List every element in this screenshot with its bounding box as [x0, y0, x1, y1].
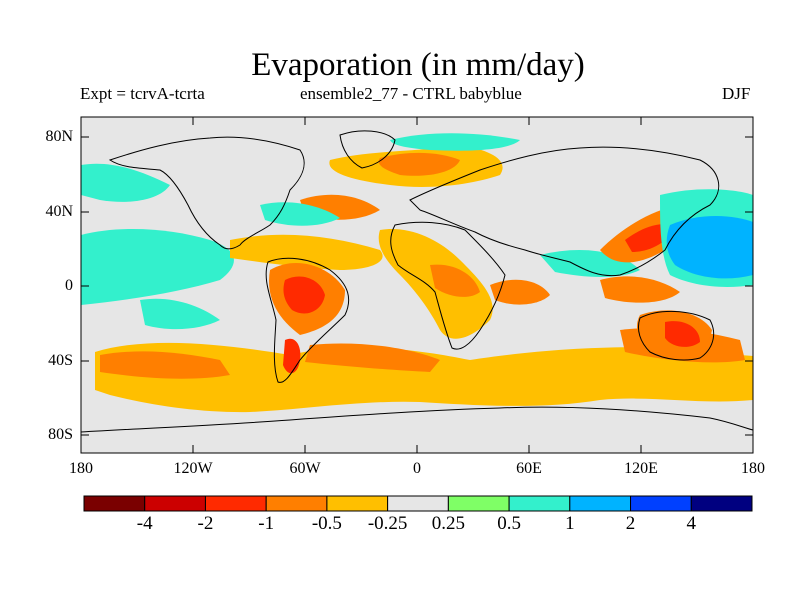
- lat-label-80s: 80S: [48, 426, 73, 443]
- colorbar-label: -2: [197, 513, 214, 534]
- colorbar-swatch: [690, 495, 753, 512]
- axis-ticks: [81, 117, 753, 453]
- colorbar: [83, 495, 753, 512]
- colorbar-label: 2: [625, 513, 636, 534]
- australia-outline: [637, 310, 715, 361]
- map-title: Evaporation (in mm/day): [251, 47, 585, 83]
- colorbar-swatch: [144, 495, 206, 512]
- lat-label-40s: 40S: [48, 352, 73, 369]
- north-pacific-strong-positive: [666, 216, 753, 279]
- colorbar-swatch: [265, 495, 328, 512]
- colorbar-label: -0.25: [367, 513, 408, 534]
- colorbar-swatch: [630, 495, 692, 512]
- indian-ocean-negative-core: [490, 279, 550, 305]
- south-atlantic-band-inner: [305, 343, 440, 372]
- colorbar-label: 0.5: [497, 513, 521, 534]
- greenland-outline: [339, 130, 396, 169]
- south-pacific-positive-band: [140, 298, 220, 330]
- colorbar-label: -1: [258, 513, 275, 534]
- arctic-positive-patch: [390, 133, 520, 151]
- tropical-pacific-positive-band: [81, 228, 234, 305]
- coastlines: [81, 130, 753, 433]
- map-plot-area: [81, 117, 753, 453]
- antarctica-outline: [81, 406, 753, 433]
- maritime-continent-negative: [600, 276, 680, 303]
- colorbar-swatch: [83, 495, 146, 512]
- lon-label-120w: 120W: [173, 460, 213, 477]
- colorbar-swatch: [447, 495, 510, 512]
- amazon-strong-negative: [283, 276, 325, 314]
- experiment-label: Expt = tcrvA-tcrta: [80, 84, 205, 103]
- central-africa-negative-core: [430, 264, 480, 297]
- colorbar-swatch: [204, 495, 267, 512]
- lon-label-60w: 60W: [289, 460, 321, 477]
- lon-label-0: 0: [413, 460, 421, 477]
- southern-ocean-negative-band: [95, 342, 753, 413]
- north-atlantic-positive-patch: [260, 202, 340, 226]
- lon-label-120e: 120E: [624, 460, 658, 477]
- north-atlantic-orange-core: [378, 152, 460, 176]
- north-pacific-positive-band: [81, 163, 170, 202]
- ensemble-label: ensemble2_77 - CTRL babyblue: [300, 84, 522, 103]
- colorbar-label: -4: [136, 513, 153, 534]
- colorbar-swatch: [569, 495, 632, 512]
- lon-label-180e: 180: [741, 460, 765, 477]
- colorbar-swatch: [326, 495, 389, 512]
- southern-ocean-band-inner: [100, 351, 230, 379]
- season-label: DJF: [722, 84, 751, 103]
- lat-label-0: 0: [65, 277, 73, 294]
- australia-strong-negative: [665, 321, 700, 347]
- colorbar-label: -0.5: [311, 513, 342, 534]
- colorbar-swatch: [387, 495, 449, 512]
- lat-label-40n: 40N: [45, 203, 73, 220]
- lon-label-60e: 60E: [516, 460, 542, 477]
- south-america-outline: [265, 257, 350, 383]
- north-america-outline: [108, 136, 305, 250]
- eurasia-outline: [409, 146, 720, 277]
- patagonia-negative: [283, 338, 301, 374]
- lat-label-80n: 80N: [45, 128, 73, 145]
- africa-outline: [390, 221, 506, 350]
- colorbar-label: 0.25: [431, 513, 465, 534]
- colorbar-label: 1: [565, 513, 575, 534]
- lon-label-180w: 180: [69, 460, 93, 477]
- colorbar-swatch: [508, 495, 571, 512]
- subtropical-atlantic-band: [230, 234, 383, 270]
- colorbar-label: 4: [686, 513, 697, 534]
